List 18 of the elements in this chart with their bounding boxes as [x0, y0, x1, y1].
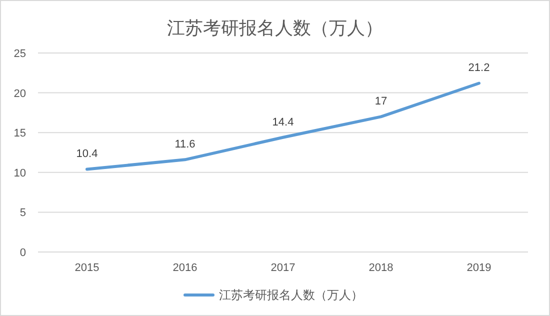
x-tick-label: 2015 — [74, 262, 100, 274]
y-tick-label: 10 — [14, 167, 26, 180]
x-tick-label: 2016 — [172, 262, 198, 274]
y-tick-label: 15 — [14, 128, 26, 140]
y-tick-label: 25 — [14, 48, 26, 60]
data-label: 14.4 — [272, 116, 294, 128]
data-label: 10.4 — [76, 148, 98, 160]
data-label: 21.2 — [468, 62, 490, 74]
y-tick-label: 20 — [14, 88, 26, 100]
x-tick-label: 2017 — [270, 262, 296, 274]
data-label: 17 — [374, 96, 388, 108]
legend-label: 江苏考研报名人数（万人） — [219, 288, 363, 302]
x-tick-label: 2019 — [466, 262, 492, 274]
y-tick-label: 0 — [20, 247, 26, 259]
data-label: 11.6 — [174, 138, 196, 151]
x-tick-label: 2018 — [368, 262, 394, 274]
y-tick-label: 5 — [20, 207, 26, 220]
chart-title: 江苏考研报名人数（万人） — [167, 18, 383, 38]
